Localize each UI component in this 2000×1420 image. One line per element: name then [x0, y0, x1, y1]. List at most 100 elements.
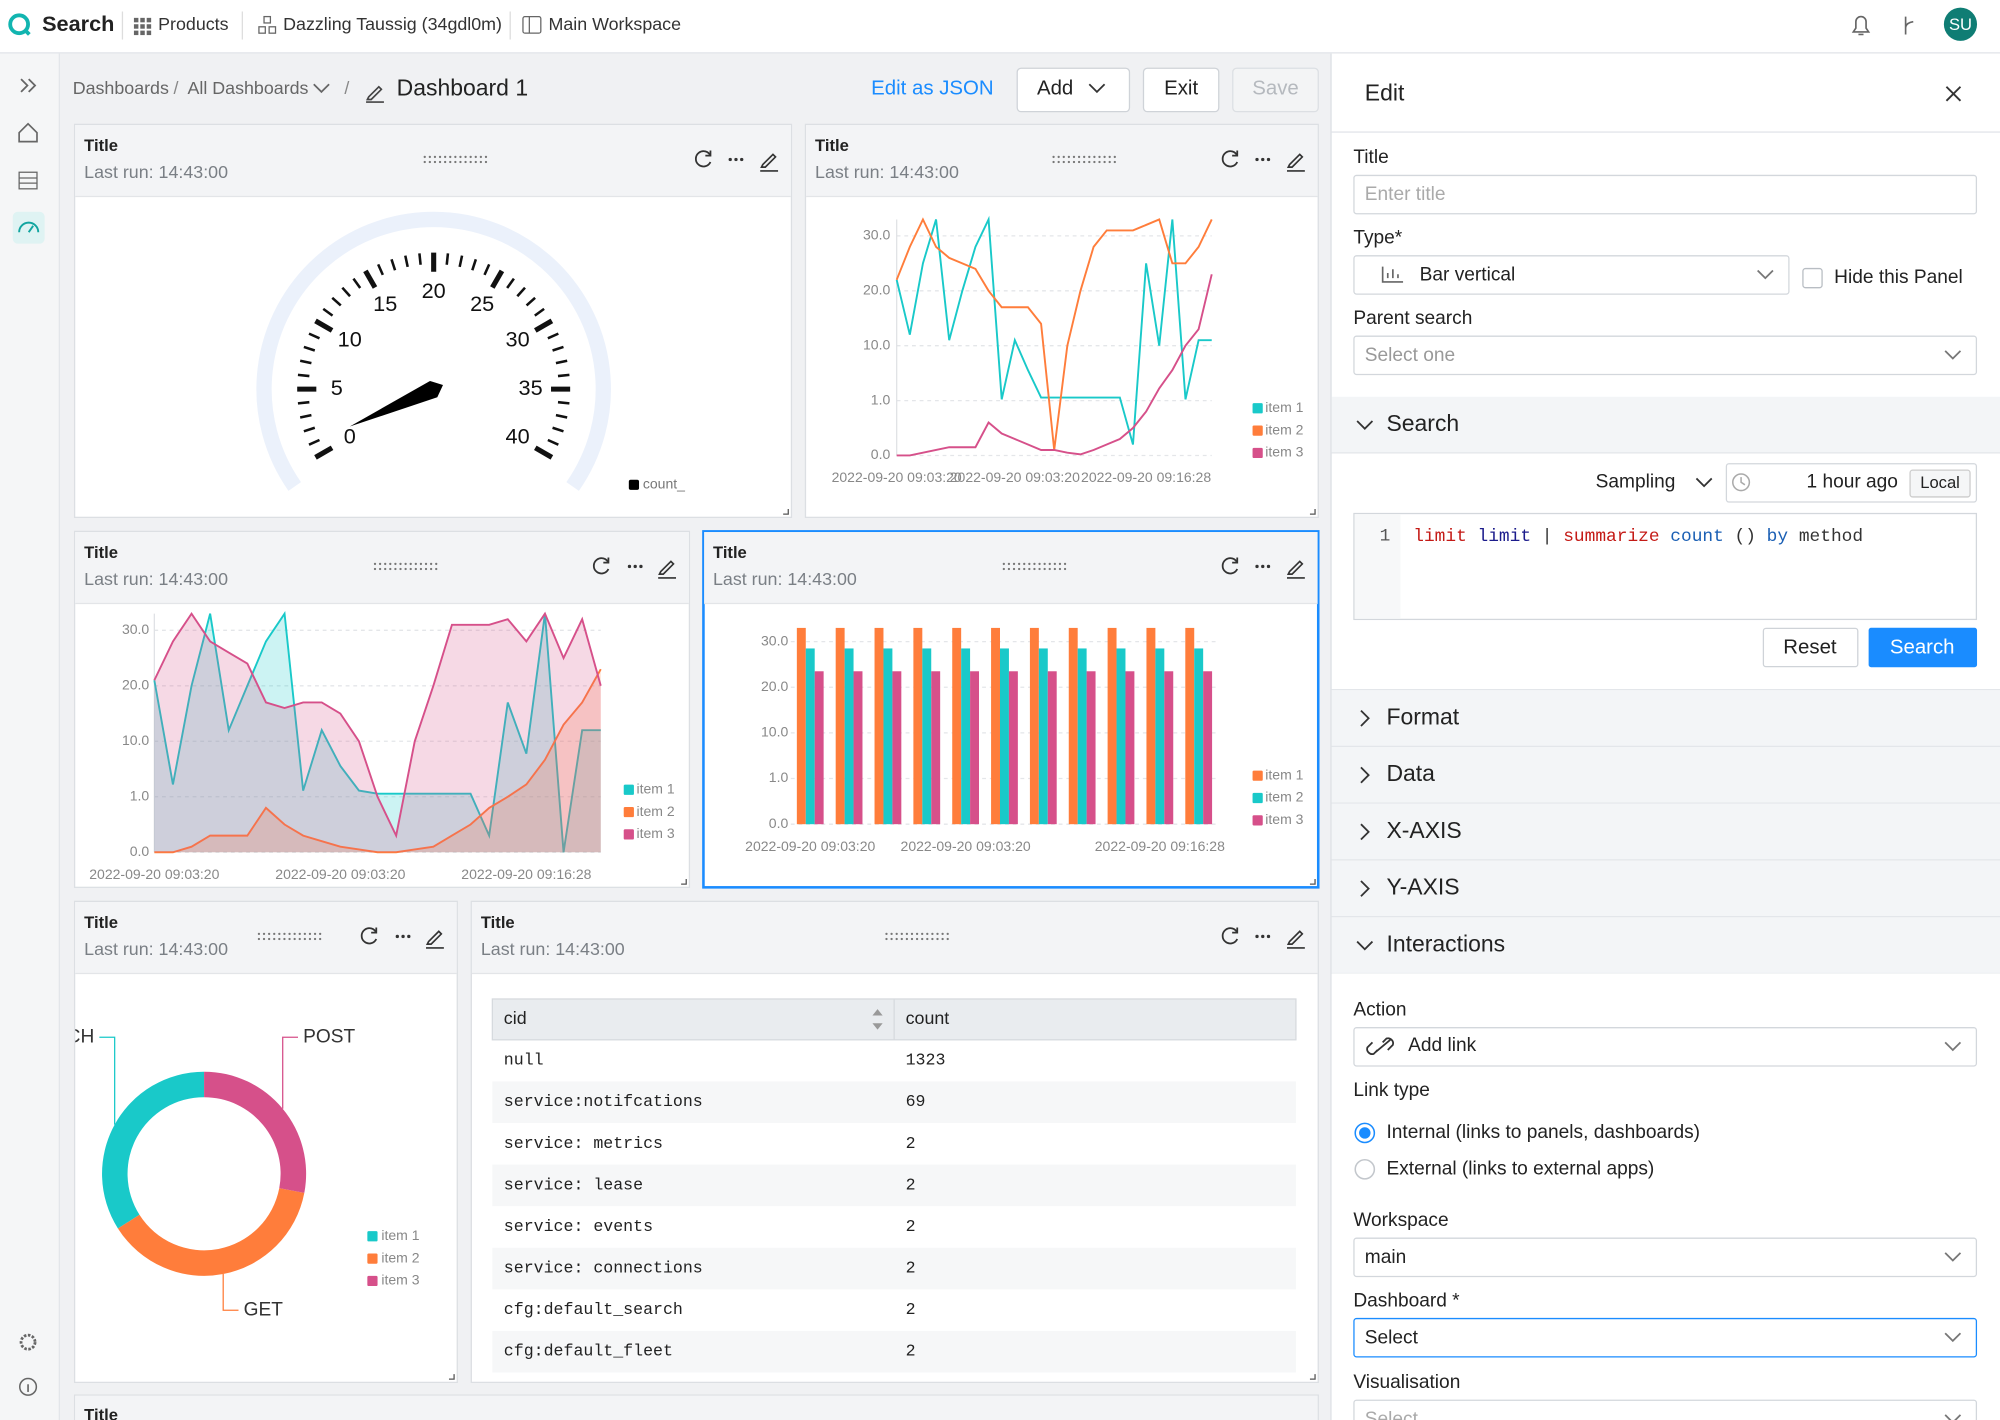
resize-handle[interactable]	[1309, 1374, 1316, 1380]
drag-handle[interactable]	[308, 932, 312, 936]
drag-handle[interactable]	[895, 932, 898, 936]
drag-handle[interactable]	[1043, 567, 1046, 571]
more-icon[interactable]	[639, 564, 643, 569]
drag-handle[interactable]	[293, 937, 296, 941]
drag-handle[interactable]	[1098, 155, 1101, 159]
drag-handle[interactable]	[278, 937, 281, 941]
type-select[interactable]	[1353, 255, 1790, 295]
drag-handle[interactable]	[384, 562, 387, 566]
drag-handle[interactable]	[1103, 155, 1106, 159]
workspace-select[interactable]	[1353, 1237, 1978, 1278]
settings-icon[interactable]	[19, 1333, 37, 1351]
drag-handle[interactable]	[915, 937, 919, 941]
drag-handle[interactable]	[1007, 562, 1011, 566]
drag-handle[interactable]	[479, 155, 483, 159]
drag-handle[interactable]	[373, 562, 377, 566]
drag-handle[interactable]	[424, 562, 428, 566]
drag-handle[interactable]	[373, 567, 377, 571]
drag-handle[interactable]	[1088, 160, 1091, 164]
reset-button[interactable]	[1762, 627, 1859, 668]
section-header[interactable]	[1331, 803, 2000, 860]
drag-handle[interactable]	[1063, 567, 1067, 571]
drag-handle[interactable]	[926, 932, 929, 936]
drag-handle[interactable]	[384, 567, 387, 571]
drag-handle[interactable]	[423, 160, 426, 164]
drag-handle[interactable]	[414, 562, 417, 566]
resize-handle[interactable]	[1309, 509, 1316, 515]
notification-icon[interactable]	[1851, 15, 1871, 36]
section-header[interactable]	[1331, 396, 2000, 453]
breadcrumb-link[interactable]: All Dashboards	[188, 78, 309, 98]
drag-handle[interactable]	[941, 937, 944, 941]
drag-handle[interactable]	[910, 932, 914, 936]
drag-handle[interactable]	[1057, 155, 1060, 159]
drag-handle[interactable]	[293, 932, 296, 936]
drag-handle[interactable]	[1023, 562, 1026, 566]
drag-handle[interactable]	[1108, 160, 1111, 164]
drag-handle[interactable]	[1053, 562, 1056, 566]
drag-handle[interactable]	[1072, 155, 1076, 159]
resize-handle[interactable]	[1309, 879, 1316, 885]
drag-handle[interactable]	[464, 160, 467, 164]
drag-handle[interactable]	[428, 155, 431, 159]
drag-handle[interactable]	[283, 937, 286, 941]
drag-handle[interactable]	[479, 160, 483, 164]
drag-handle[interactable]	[378, 567, 382, 571]
section-header[interactable]	[1331, 860, 2000, 917]
drag-handle[interactable]	[915, 932, 919, 936]
drag-handle[interactable]	[1052, 155, 1055, 159]
drag-handle[interactable]	[429, 567, 433, 571]
more-icon[interactable]	[740, 157, 744, 162]
more-icon[interactable]	[1261, 157, 1265, 162]
drag-handle[interactable]	[484, 160, 488, 164]
drag-handle[interactable]	[1038, 567, 1041, 571]
drag-handle[interactable]	[1077, 160, 1081, 164]
drag-handle[interactable]	[288, 932, 291, 936]
drag-handle[interactable]	[1033, 567, 1036, 571]
drag-handle[interactable]	[1043, 562, 1046, 566]
drag-handle[interactable]	[921, 932, 924, 936]
resize-handle[interactable]	[783, 509, 789, 515]
section-header[interactable]	[1331, 917, 2000, 974]
breadcrumb-link[interactable]: Dashboards	[73, 78, 169, 98]
drag-handle[interactable]	[389, 567, 392, 571]
drag-handle[interactable]	[1052, 160, 1055, 164]
drag-handle[interactable]	[262, 932, 266, 936]
drag-handle[interactable]	[399, 562, 402, 566]
drag-handle[interactable]	[900, 937, 903, 941]
parent-search-select[interactable]	[1353, 335, 1978, 376]
drag-handle[interactable]	[1093, 155, 1096, 159]
dashboard-select[interactable]	[1353, 1317, 1978, 1358]
drag-handle[interactable]	[946, 932, 949, 936]
workspace-menu[interactable]: Main Workspace	[548, 14, 681, 34]
drag-handle[interactable]	[469, 160, 472, 164]
drag-handle[interactable]	[449, 155, 452, 159]
edit-json-link[interactable]: Edit as JSON	[871, 78, 993, 100]
search-button[interactable]	[1868, 627, 1978, 668]
dashboard-nav-active[interactable]	[12, 211, 45, 244]
drag-handle[interactable]	[1007, 567, 1011, 571]
drag-handle[interactable]	[273, 937, 276, 941]
sort-icon[interactable]	[872, 1009, 883, 1030]
drag-handle[interactable]	[890, 937, 893, 941]
home-icon[interactable]	[18, 122, 38, 143]
drag-handle[interactable]	[303, 937, 306, 941]
drag-handle[interactable]	[394, 567, 397, 571]
more-icon[interactable]	[401, 934, 405, 939]
drag-handle[interactable]	[1053, 567, 1056, 571]
drag-handle[interactable]	[936, 937, 939, 941]
instance-menu[interactable]: Dazzling Taussig (34gdl0m)	[283, 14, 502, 34]
drag-handle[interactable]	[257, 932, 261, 936]
drag-handle[interactable]	[464, 155, 467, 159]
drag-handle[interactable]	[895, 937, 898, 941]
drag-handle[interactable]	[444, 155, 447, 159]
drag-handle[interactable]	[1063, 562, 1067, 566]
edit-icon[interactable]	[425, 930, 444, 949]
section-header[interactable]	[1331, 690, 2000, 747]
more-icon[interactable]	[1255, 934, 1259, 939]
more-icon[interactable]	[1255, 157, 1259, 162]
drag-handle[interactable]	[435, 562, 438, 566]
drag-handle[interactable]	[283, 932, 286, 936]
more-icon[interactable]	[407, 934, 411, 939]
drag-handle[interactable]	[449, 160, 452, 164]
